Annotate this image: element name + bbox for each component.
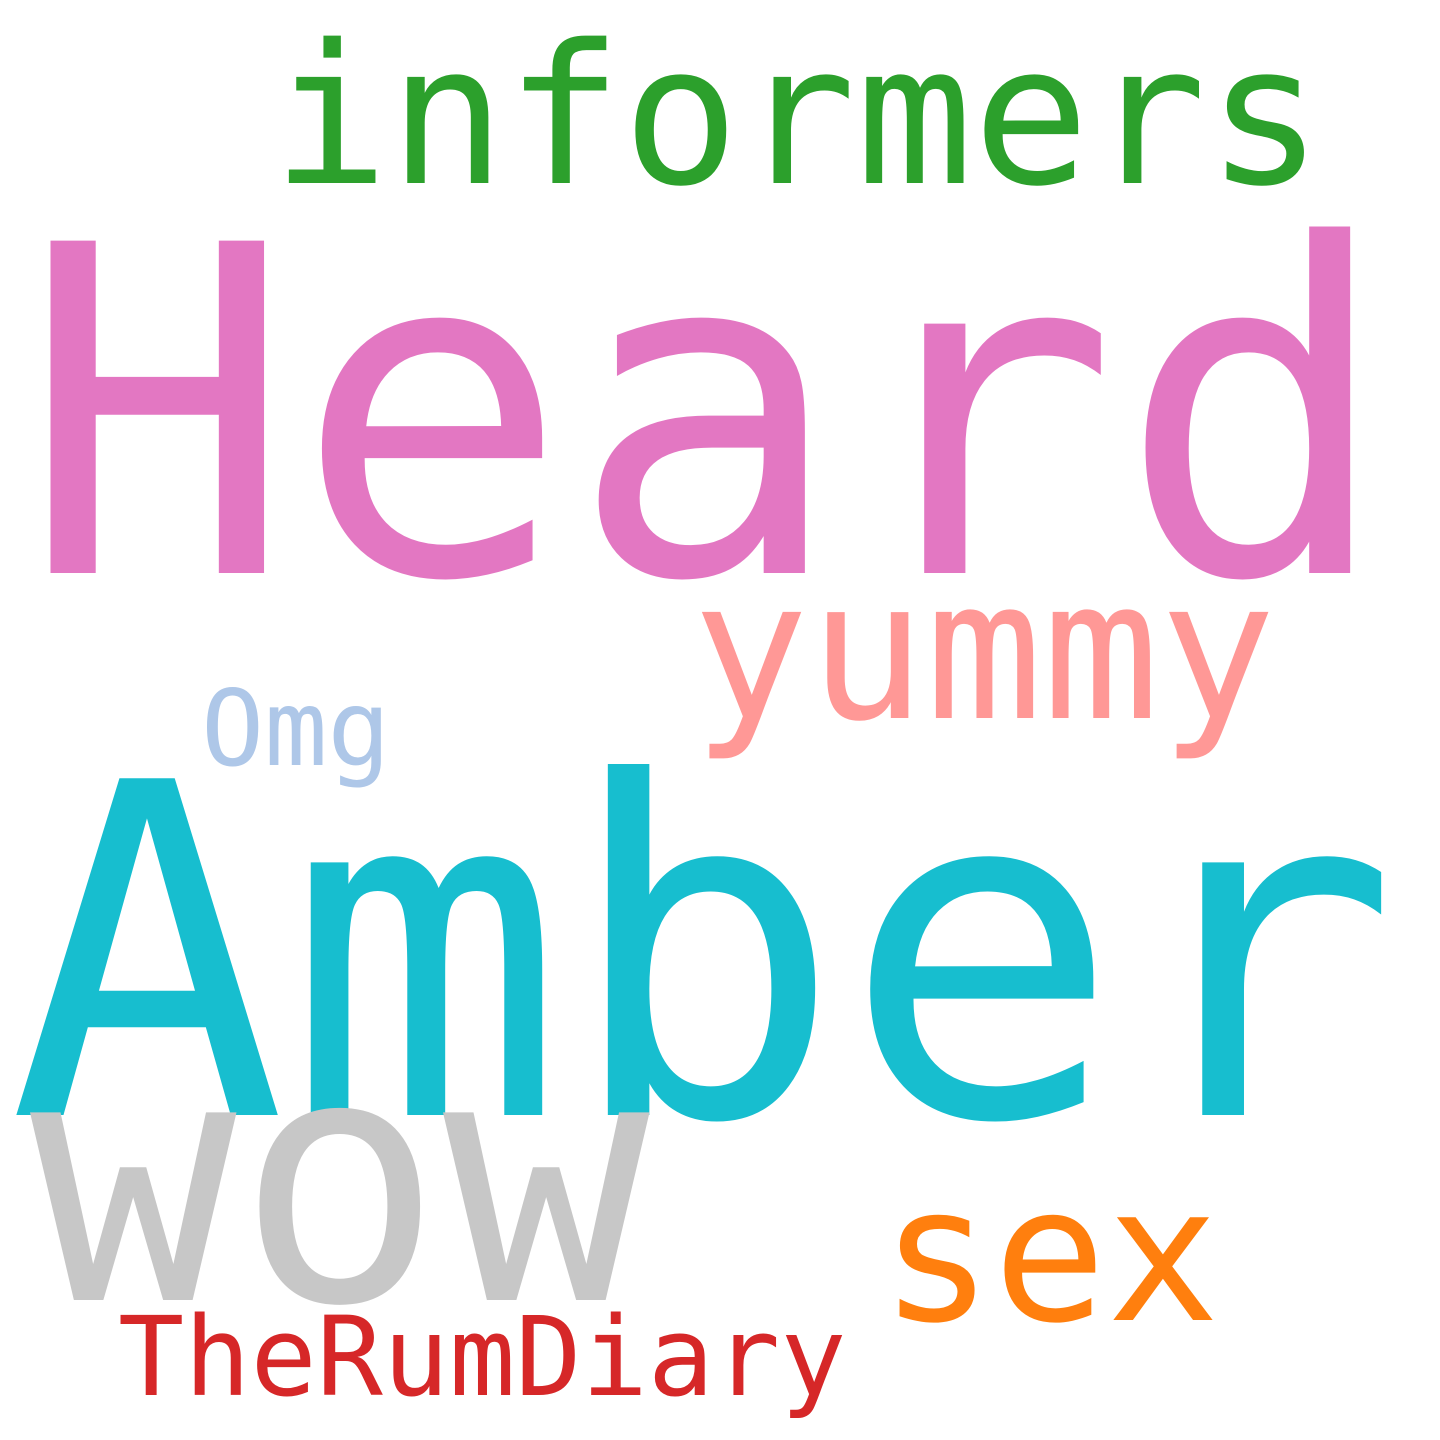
word: TheRumDiary bbox=[118, 1293, 846, 1421]
word: informers bbox=[272, 3, 1323, 229]
word: Heard bbox=[20, 150, 1393, 681]
word: Amber bbox=[8, 686, 1399, 1224]
word: yummy bbox=[692, 538, 1276, 764]
word: wow bbox=[30, 982, 652, 1381]
word: sex bbox=[880, 1146, 1220, 1365]
word: Omg bbox=[201, 668, 391, 790]
